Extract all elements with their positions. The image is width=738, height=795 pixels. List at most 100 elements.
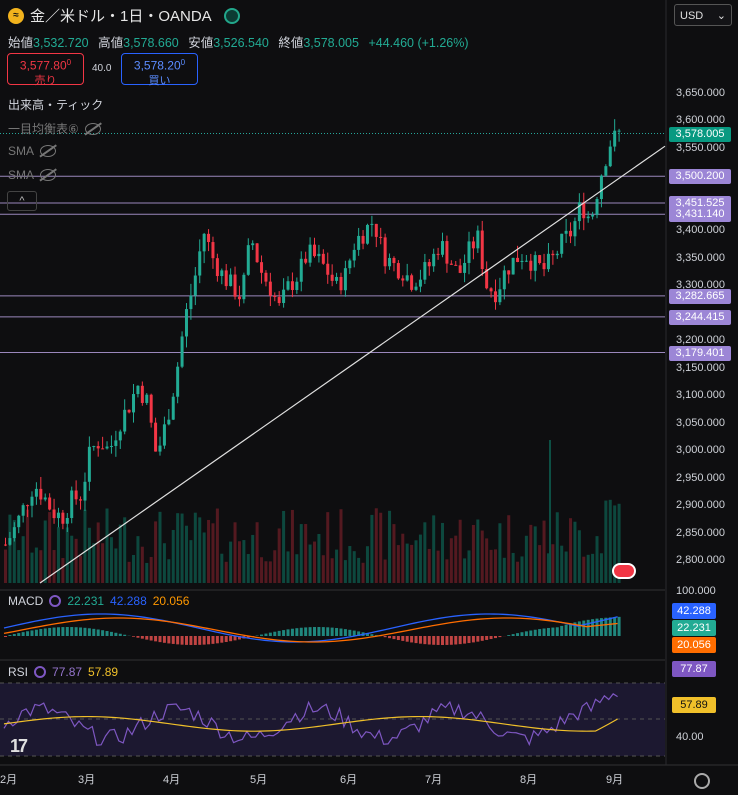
macd-histogram-bar	[507, 635, 511, 636]
macd-histogram-bar	[83, 627, 87, 636]
volume-bar	[414, 540, 418, 583]
candle	[511, 257, 515, 275]
settings-gear-icon[interactable]	[694, 773, 710, 789]
volume-bar	[233, 522, 237, 583]
hidden-eye-icon[interactable]	[40, 169, 57, 181]
macd-histogram-bar	[273, 631, 277, 636]
legend-sma-2[interactable]: SMA	[8, 168, 57, 182]
candle	[357, 235, 361, 250]
macd-histogram-bar	[414, 636, 418, 644]
collapse-legend-button[interactable]: ^	[7, 191, 37, 211]
volume-bar	[286, 551, 290, 583]
candle	[43, 497, 47, 500]
high-value: 3,578.660	[123, 36, 179, 50]
us-event-flag-icon[interactable]	[612, 563, 636, 579]
candle	[582, 202, 586, 219]
symbol-title[interactable]: ≈ 金／米ドル・1日・OANDA	[8, 5, 240, 26]
candle	[485, 269, 489, 289]
currency-select[interactable]: USD ⌄	[674, 4, 732, 26]
indicator-ring-icon	[34, 666, 47, 678]
macd-histogram-bar	[339, 628, 343, 636]
candle	[30, 496, 34, 506]
macd-histogram-bar	[520, 632, 524, 636]
candle	[330, 274, 334, 281]
rsi-legend[interactable]: RSI 77.87 57.89	[8, 665, 118, 679]
symbol-title-text: 金／米ドル・1日・OANDA	[30, 8, 212, 25]
volume-bar	[74, 538, 78, 583]
macd-histogram-bar	[140, 636, 144, 639]
volume-bar	[396, 545, 400, 583]
legend-sma-1[interactable]: SMA	[8, 144, 57, 158]
volume-bar	[34, 547, 38, 583]
macd-histogram-bar	[114, 632, 118, 636]
volume-bar	[220, 553, 224, 583]
macd-histogram-bar	[454, 636, 458, 645]
macd-histogram-bar	[613, 617, 617, 636]
candle	[348, 260, 352, 269]
candle	[123, 409, 127, 432]
macd-histogram-bar	[604, 617, 608, 636]
volume-bar	[17, 550, 21, 583]
macd-histogram-bar	[79, 627, 83, 636]
macd-histogram-bar	[326, 627, 330, 636]
candle	[215, 258, 219, 277]
buy-button[interactable]: 3,578.200 買い	[121, 53, 198, 87]
volume-bar	[524, 535, 528, 583]
candle	[414, 286, 418, 290]
legend-ichimoku[interactable]: 一目均衡表⑥	[8, 120, 101, 137]
sell-button[interactable]: 3,577.800 売り	[7, 53, 84, 87]
candle	[423, 262, 427, 280]
time-axis-label: 6月	[340, 774, 358, 786]
candle	[109, 445, 113, 447]
macd-histogram-bar	[118, 633, 122, 636]
candle	[454, 264, 458, 266]
legend-volume-label: 出来高・ティック	[8, 98, 104, 112]
macd-histogram-bar	[551, 627, 555, 636]
macd-histogram-bar	[30, 630, 34, 636]
macd-histogram-bar	[401, 636, 405, 641]
level-price-tag: 3,431.140	[669, 207, 731, 223]
volume-bar	[352, 551, 356, 583]
candle	[608, 146, 612, 167]
macd-histogram-bar	[343, 629, 347, 636]
volume-bar	[357, 557, 361, 583]
hidden-eye-icon[interactable]	[40, 145, 57, 157]
macd-legend[interactable]: MACD 22.231 42.288 20.056	[8, 594, 189, 608]
macd-histogram-bar	[132, 636, 136, 637]
macd-histogram-bar	[480, 636, 484, 641]
macd-histogram-bar	[392, 636, 396, 640]
candle	[335, 276, 339, 281]
macd-histogram-bar	[229, 636, 233, 642]
candle	[573, 221, 577, 237]
volume-bar	[374, 508, 378, 583]
legend-volume[interactable]: 出来高・ティック	[8, 96, 103, 113]
spread-value: 40.0	[92, 63, 112, 74]
candle	[162, 424, 166, 446]
candle	[12, 527, 16, 539]
macd-histogram-bar	[432, 636, 436, 645]
candle	[564, 230, 568, 234]
sell-price-sup: 0	[66, 58, 72, 67]
macd-histogram-bar	[458, 636, 462, 645]
candle	[427, 262, 431, 267]
candle	[595, 198, 599, 215]
volume-bar	[21, 536, 25, 583]
volume-bar	[441, 522, 445, 583]
macd-histogram-bar	[608, 617, 612, 636]
buy-price: 3,578.20	[133, 58, 181, 73]
candle	[476, 230, 480, 249]
low-label: 安値	[188, 36, 214, 50]
macd-histogram-bar	[246, 636, 250, 638]
macd-histogram-bar	[405, 636, 409, 642]
volume-bar	[268, 561, 272, 583]
macd-histogram-bar	[39, 629, 43, 636]
volume-bar	[140, 546, 144, 583]
volume-bar	[193, 512, 197, 583]
volume-bar	[427, 548, 431, 583]
macd-histogram-bar	[215, 636, 219, 644]
macd-histogram-bar	[546, 627, 550, 636]
tradingview-logo[interactable]: 17	[10, 736, 28, 756]
volume-bar	[4, 549, 7, 583]
hidden-eye-icon[interactable]	[84, 122, 101, 135]
